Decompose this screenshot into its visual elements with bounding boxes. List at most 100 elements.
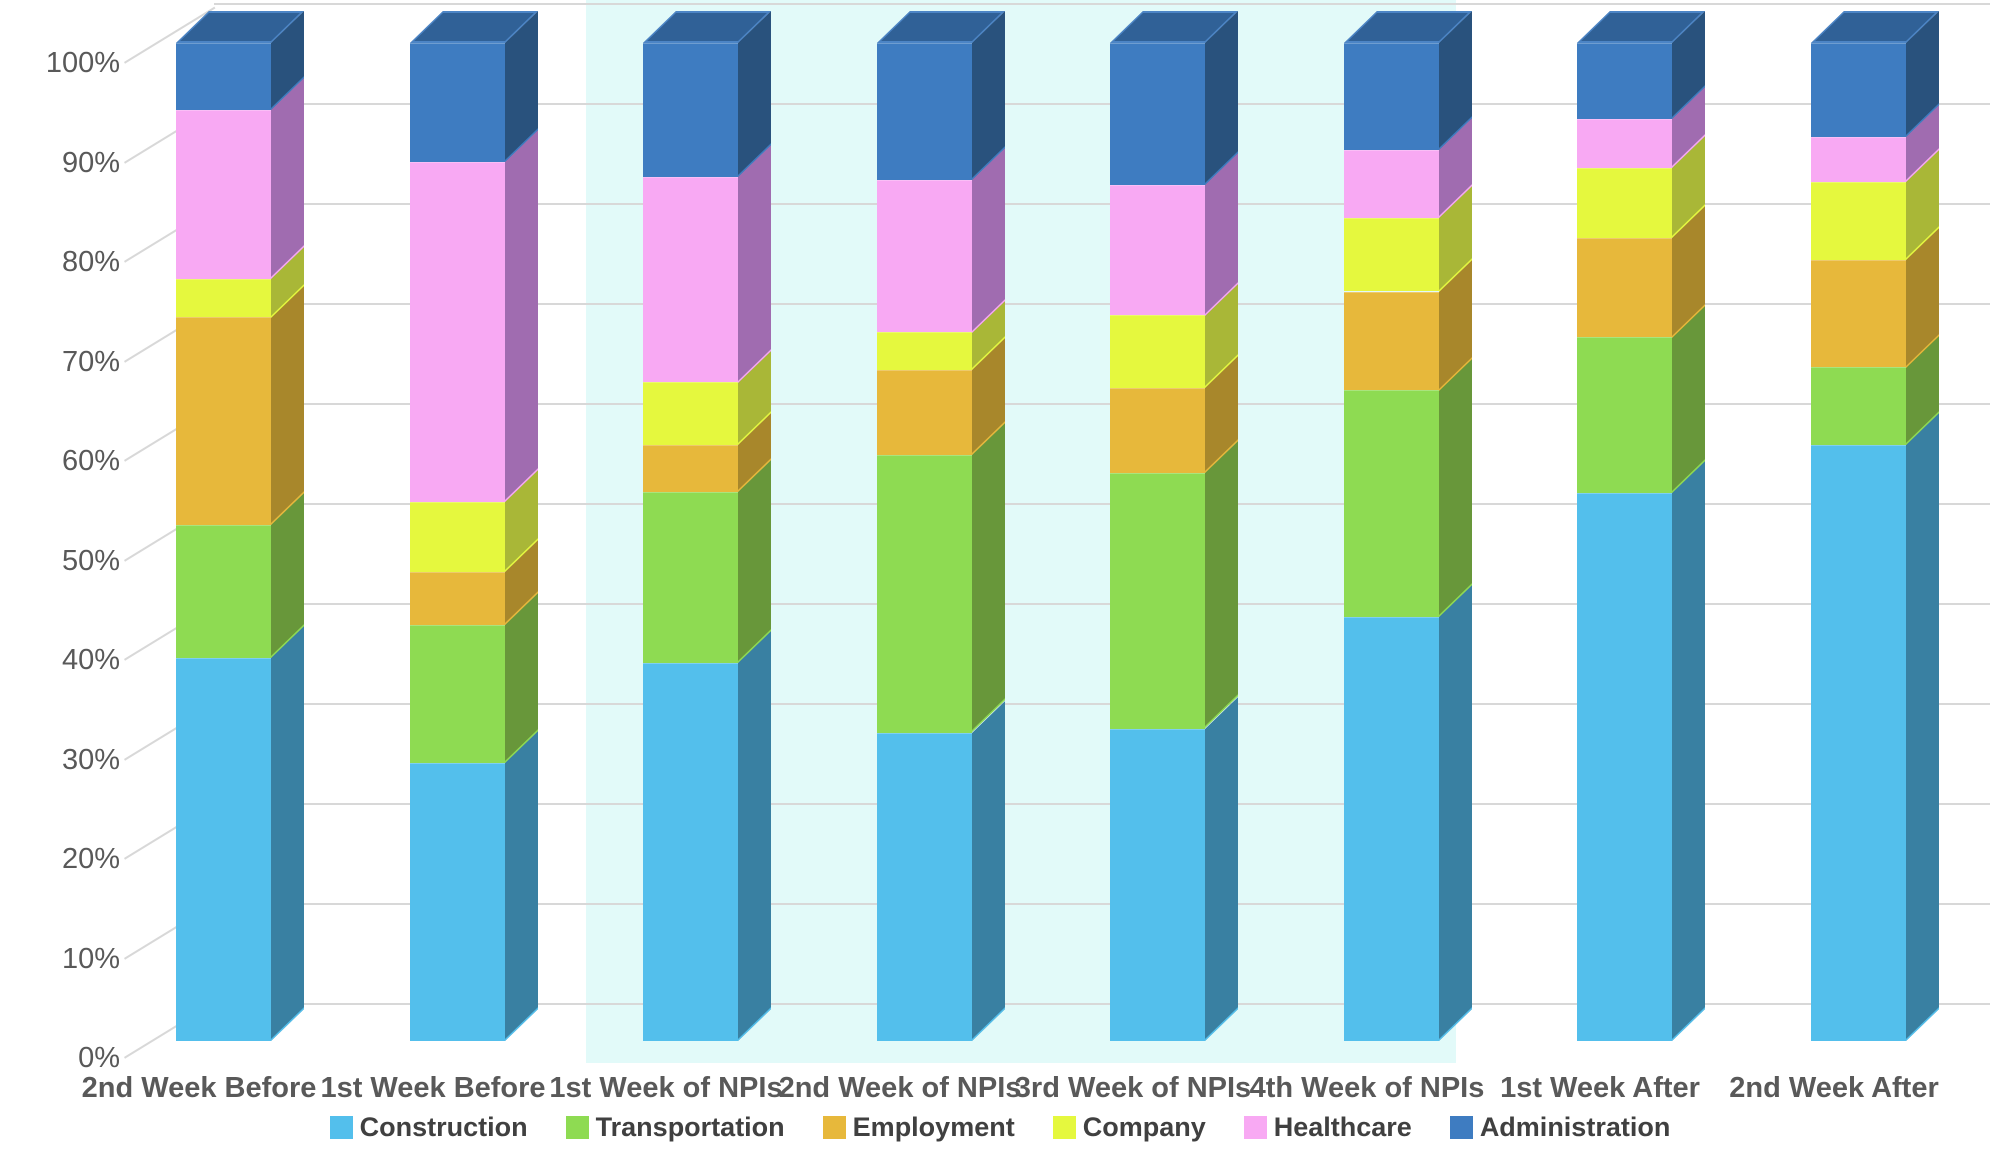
- legend-swatch-icon: [565, 1116, 589, 1139]
- legend-label: Transportation: [595, 1112, 785, 1142]
- bar-segment-front-company: [1811, 181, 1906, 260]
- bar-segment-front-administration: [877, 43, 972, 180]
- bar-segment-side-transportation: [738, 460, 771, 663]
- y-axis-tick-label: 70%: [61, 345, 120, 378]
- x-axis-category-label: 1st Week After: [1500, 1072, 1700, 1104]
- bar-segment-front-administration: [1344, 43, 1439, 150]
- bar-segment-front-construction: [410, 762, 505, 1041]
- bar-segment-front-employment: [176, 317, 271, 526]
- x-axis-category-label: 2nd Week of NPIs: [778, 1072, 1022, 1104]
- bar-segment-front-company: [176, 278, 271, 318]
- bar-segment-front-healthcare: [1577, 118, 1672, 168]
- bar-segment-front-construction: [1811, 445, 1906, 1041]
- x-axis-category-label: 1st Week of NPIs: [549, 1072, 783, 1104]
- bar-segment-front-employment: [877, 370, 972, 456]
- bar-segment-front-company: [877, 332, 972, 371]
- bar-segment-front-construction: [1577, 493, 1672, 1041]
- legend-swatch-icon: [1449, 1116, 1473, 1139]
- bar-segment-side-healthcare: [972, 147, 1005, 333]
- gridline: [214, 703, 1990, 705]
- bar-segment-front-transportation: [410, 624, 505, 763]
- bar-segment-side-construction: [1205, 696, 1238, 1041]
- bar-segment-front-employment: [643, 445, 738, 493]
- legend-item-healthcare: Healthcare: [1243, 1112, 1412, 1143]
- bar-segment-front-company: [643, 382, 738, 446]
- bar-segment-front-administration: [410, 43, 505, 162]
- bar-segment-front-employment: [1110, 388, 1205, 474]
- y-axis-tick-label: 80%: [61, 246, 120, 278]
- x-axis-category-label: 2nd Week Before: [81, 1072, 317, 1104]
- bar-segment-side-construction: [1672, 461, 1705, 1041]
- bar-segment-side-healthcare: [271, 77, 304, 279]
- bar-segment-side-construction: [505, 730, 538, 1041]
- gridline: [214, 103, 1990, 105]
- bar-segment-side-construction: [1906, 413, 1939, 1041]
- bar-segment-front-healthcare: [176, 109, 271, 279]
- gridline: [214, 503, 1990, 505]
- legend-swatch-icon: [1243, 1116, 1267, 1139]
- bar-segment-front-healthcare: [1110, 184, 1205, 316]
- bar-segment-side-transportation: [1439, 358, 1472, 617]
- gridline: [214, 603, 1990, 605]
- y-axis-tick-label: 30%: [61, 743, 120, 776]
- bar-segment-side-transportation: [1205, 441, 1238, 729]
- bar-segment-front-employment: [1577, 237, 1672, 338]
- x-axis-category-label: 3rd Week of NPIs: [1014, 1072, 1252, 1104]
- bar-segment-front-healthcare: [1811, 136, 1906, 182]
- bar-segment-side-construction: [1439, 584, 1472, 1041]
- bar-segment-front-employment: [410, 571, 505, 625]
- y-axis-tick-label: 60%: [61, 445, 120, 477]
- bar-segment-front-transportation: [1811, 367, 1906, 446]
- bar-segment-front-transportation: [176, 525, 271, 658]
- bar-segment-front-healthcare: [1344, 149, 1439, 218]
- legend-label: Company: [1082, 1112, 1206, 1142]
- bar-segment-front-administration: [176, 43, 271, 110]
- legend-label: Construction: [359, 1112, 528, 1142]
- legend-item-transportation: Transportation: [565, 1112, 785, 1143]
- bar-segment-front-construction: [877, 732, 972, 1041]
- y-axis-tick-label: 40%: [61, 644, 120, 676]
- bar-segment-front-administration: [643, 43, 738, 177]
- bar-segment-side-transportation: [972, 423, 1005, 733]
- bar-segment-front-administration: [1577, 43, 1672, 119]
- legend-item-administration: Administration: [1449, 1112, 1670, 1143]
- legend-item-company: Company: [1052, 1112, 1206, 1143]
- x-axis-category-label: 4th Week of NPIs: [1249, 1072, 1485, 1104]
- gridline: [214, 403, 1990, 405]
- bar-segment-front-administration: [1811, 43, 1906, 137]
- gridline: [214, 803, 1990, 805]
- legend-swatch-icon: [1052, 1116, 1076, 1139]
- bar-segment-front-administration: [1110, 43, 1205, 185]
- gridline: [214, 903, 1990, 905]
- bar-segment-front-healthcare: [877, 179, 972, 333]
- legend-item-construction: Construction: [329, 1112, 528, 1143]
- bar-segment-front-company: [410, 502, 505, 572]
- bar-segment-side-transportation: [1672, 305, 1705, 494]
- bar-segment-front-transportation: [1344, 390, 1439, 617]
- gridline: [214, 3, 1990, 5]
- bar-segment-front-transportation: [643, 492, 738, 663]
- y-axis-tick-label: 50%: [61, 544, 120, 577]
- bar-segment-side-construction: [972, 700, 1005, 1041]
- gridline: [214, 1003, 1990, 1005]
- y-axis-tick-label: 20%: [61, 843, 120, 875]
- legend-label: Healthcare: [1273, 1112, 1412, 1142]
- legend-label: Employment: [852, 1112, 1015, 1142]
- bar-segment-front-company: [1577, 167, 1672, 238]
- bar-segment-front-construction: [1344, 616, 1439, 1041]
- bar-segment-side-employment: [271, 285, 304, 526]
- legend: Construction Transportation Employment Comp…: [0, 1112, 2000, 1143]
- bar-segment-front-transportation: [1110, 473, 1205, 729]
- legend-swatch-icon: [822, 1116, 846, 1139]
- bar-segment-front-employment: [1344, 291, 1439, 391]
- bar-segment-front-employment: [1811, 259, 1906, 368]
- legend-swatch-icon: [329, 1116, 353, 1139]
- y-axis-tick-label: 0%: [78, 1042, 120, 1074]
- x-axis-category-label: 2nd Week After: [1729, 1072, 1939, 1104]
- y-axis-tick-label: 10%: [61, 942, 120, 975]
- bar-segment-side-construction: [271, 625, 304, 1041]
- gridline: [214, 203, 1990, 205]
- bar-segment-front-construction: [643, 662, 738, 1041]
- y-axis-tick-label: 100%: [45, 47, 120, 79]
